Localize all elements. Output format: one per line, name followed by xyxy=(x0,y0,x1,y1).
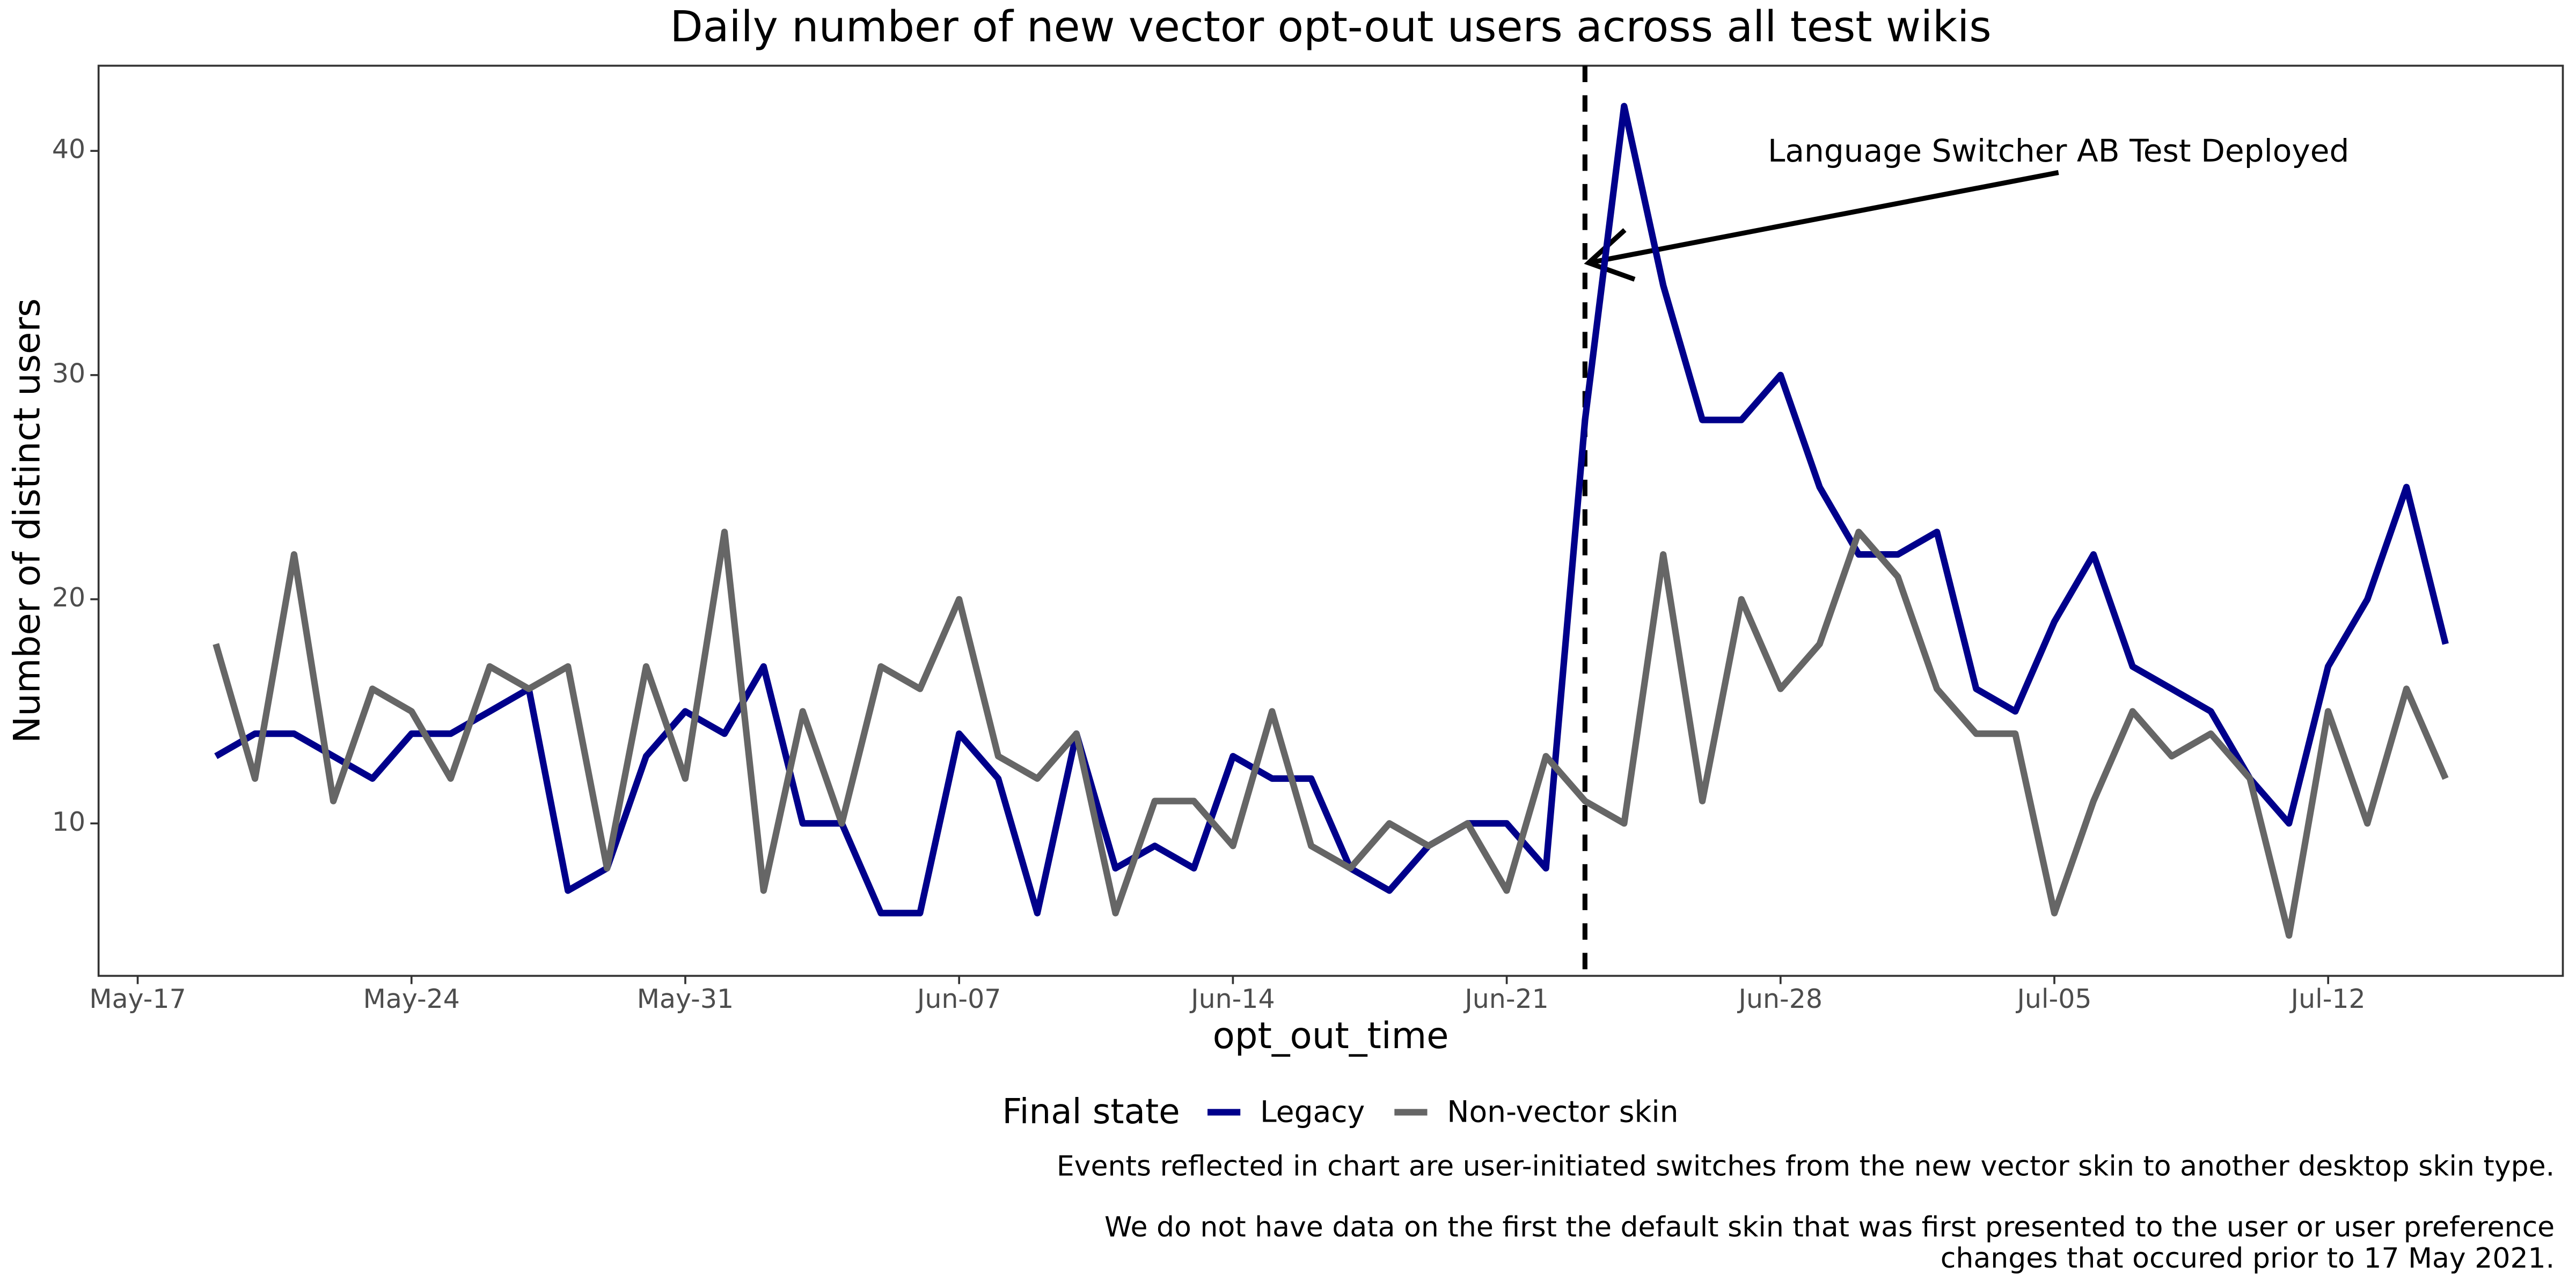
x-tick-label: Jun-07 xyxy=(916,984,1001,1014)
caption: We do not have data on the first the def… xyxy=(1104,1211,2555,1243)
chart-title: Daily number of new vector opt-out users… xyxy=(670,2,1991,52)
series-line xyxy=(213,529,2449,939)
caption: changes that occured prior to 17 May 202… xyxy=(1941,1242,2555,1275)
x-tick-label: Jul-05 xyxy=(2015,984,2091,1014)
x-tick-label: Jul-12 xyxy=(2289,984,2366,1014)
annotation-arrow xyxy=(1584,170,2059,282)
x-tick-label: May-17 xyxy=(89,984,186,1014)
legend-title: Final state xyxy=(1002,1092,1180,1132)
y-axis-label: Number of distinct users xyxy=(6,298,48,743)
series-line xyxy=(214,103,2449,917)
legend-label: Non-vector skin xyxy=(1447,1095,1678,1129)
y-tick-label: 40 xyxy=(52,134,85,165)
x-tick-label: Jun-14 xyxy=(1189,984,1275,1014)
y-tick-label: 20 xyxy=(52,582,85,613)
x-tick-label: Jun-21 xyxy=(1463,984,1549,1014)
legend: Final state Legacy Non-vector skin xyxy=(1002,1092,1678,1132)
x-tick-label: May-24 xyxy=(363,984,460,1014)
legend-label: Legacy xyxy=(1260,1095,1365,1129)
x-axis-label: opt_out_time xyxy=(1213,1014,1449,1057)
annotation-text: Language Switcher AB Test Deployed xyxy=(1768,133,2349,169)
x-tick-label: Jun-28 xyxy=(1737,984,1823,1014)
caption: Events reflected in chart are user-initi… xyxy=(1057,1151,2555,1183)
x-tick-label: May-31 xyxy=(637,984,734,1014)
y-tick-label: 10 xyxy=(52,807,85,837)
panel-border xyxy=(97,64,2564,977)
y-tick-label: 30 xyxy=(52,358,85,389)
